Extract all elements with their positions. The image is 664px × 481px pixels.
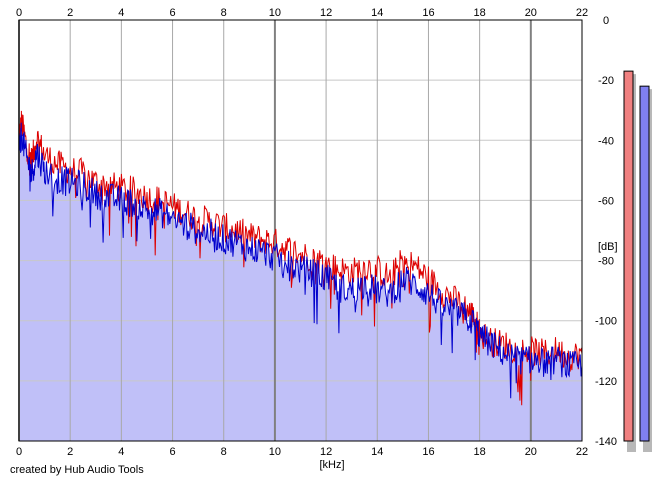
series-line-blue	[18, 122, 583, 399]
x-axis-unit: [kHz]	[319, 459, 344, 471]
y-tick-label: -100	[595, 316, 617, 328]
y-tick-label: -60	[598, 195, 614, 207]
x-tick-label-top: 16	[422, 7, 434, 19]
x-tick-label-top: 10	[269, 7, 281, 19]
x-tick-label-bottom: 14	[371, 446, 383, 458]
x-tick-label-bottom: 4	[118, 446, 124, 458]
x-tick-label-top: 22	[576, 7, 588, 19]
level-meter-blue	[639, 85, 650, 442]
x-tick-label-bottom: 18	[474, 446, 486, 458]
x-tick-label-bottom: 10	[269, 446, 281, 458]
x-tick-label-bottom: 0	[16, 446, 22, 458]
x-tick-label-bottom: 2	[67, 446, 73, 458]
x-tick-label-bottom: 12	[320, 446, 332, 458]
credit-text: created by Hub Audio Tools	[10, 464, 144, 476]
y-tick-labels: 0 -20 -40 -60 -80 -100 -120 -140	[595, 15, 617, 448]
y-tick-label: -80	[598, 256, 614, 268]
x-tick-label-top: 8	[221, 7, 227, 19]
y-tick-label: 0	[603, 15, 609, 27]
x-tick-label-top: 20	[525, 7, 537, 19]
series-lines	[18, 110, 583, 406]
x-tick-label-top: 2	[67, 7, 73, 19]
x-tick-label-top: 6	[169, 7, 175, 19]
x-tick-label-top: 12	[320, 7, 332, 19]
x-tick-label-bottom: 16	[422, 446, 434, 458]
x-tick-label-bottom: 20	[525, 446, 537, 458]
x-tick-label-top: 0	[16, 7, 22, 19]
y-axis-unit: [dB]	[598, 241, 618, 253]
x-tick-label-top: 4	[118, 7, 124, 19]
x-tick-labels-bottom: 0 2 4 6 8 10 12 14 16 18 20 22	[16, 446, 588, 458]
y-tick-label: -120	[595, 376, 617, 388]
x-tick-label-bottom: 6	[169, 446, 175, 458]
x-tick-labels-top: 0 2 4 6 8 10 12 14 16 18 20 22	[16, 7, 588, 19]
y-tick-label: -140	[595, 436, 617, 448]
y-tick-label: -40	[598, 135, 614, 147]
level-meters	[623, 70, 652, 453]
y-tick-label: -20	[598, 75, 614, 87]
plot-border	[18, 19, 583, 442]
x-tick-label-bottom: 8	[221, 446, 227, 458]
x-tick-label-top: 14	[371, 7, 383, 19]
level-meter-red	[623, 70, 634, 442]
x-tick-label-bottom: 22	[576, 446, 588, 458]
plot-area	[18, 19, 583, 442]
x-tick-label-top: 18	[474, 7, 486, 19]
